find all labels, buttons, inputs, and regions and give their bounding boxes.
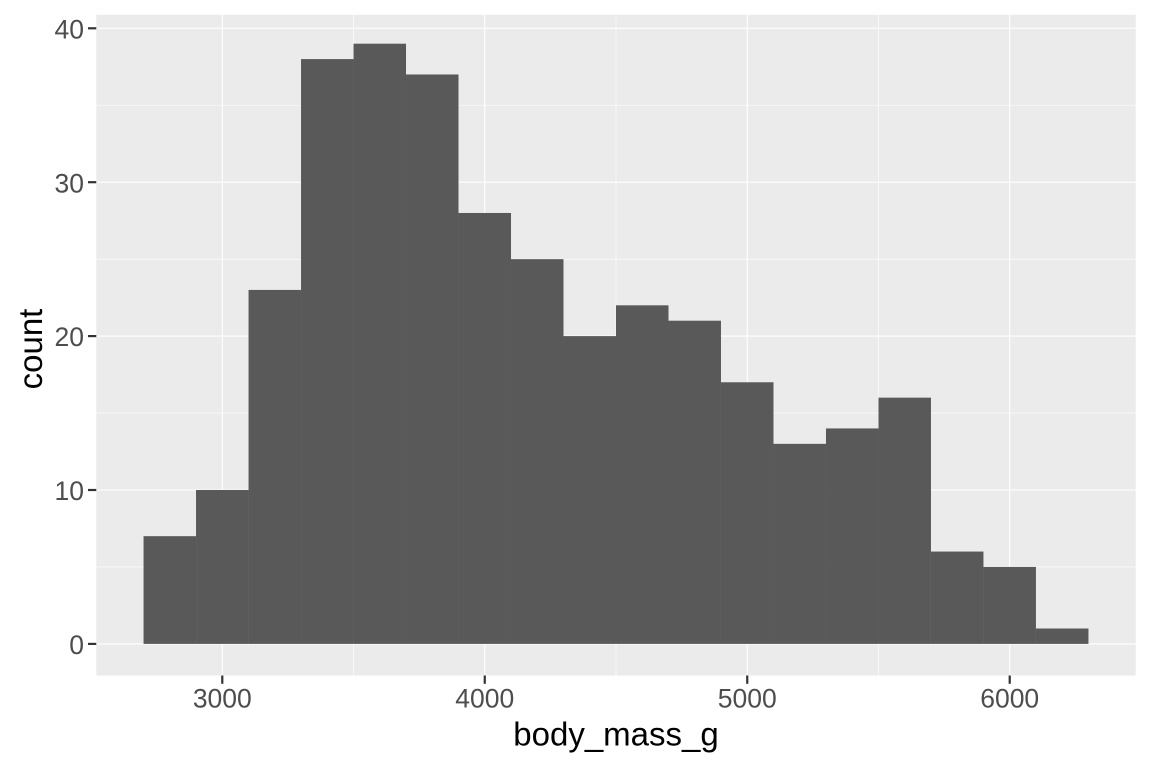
svg-text:40: 40 — [55, 14, 84, 44]
svg-text:30: 30 — [55, 168, 84, 198]
svg-text:10: 10 — [55, 476, 84, 506]
svg-text:5000: 5000 — [718, 684, 777, 714]
svg-text:count: count — [12, 309, 49, 390]
svg-text:6000: 6000 — [980, 684, 1039, 714]
svg-text:0: 0 — [69, 630, 84, 660]
svg-text:3000: 3000 — [193, 684, 252, 714]
svg-text:20: 20 — [55, 322, 84, 352]
svg-text:body_mass_g: body_mass_g — [513, 716, 718, 753]
svg-text:4000: 4000 — [455, 684, 514, 714]
